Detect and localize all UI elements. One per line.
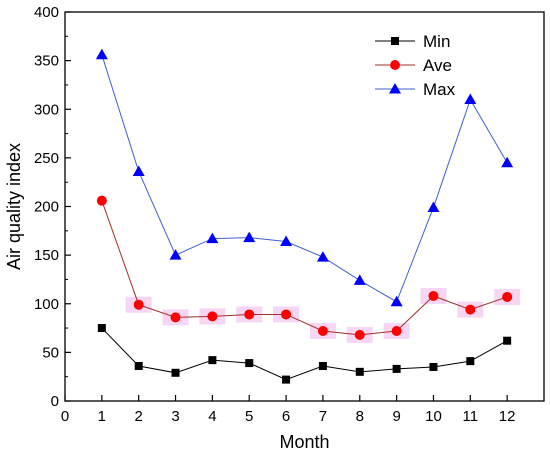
data-point-ave xyxy=(428,290,439,301)
data-point-min xyxy=(392,364,401,373)
x-tick-label: 5 xyxy=(245,408,253,425)
y-axis-title: Air quality index xyxy=(4,143,24,270)
y-tick-label: 350 xyxy=(34,53,59,70)
data-point-min xyxy=(466,357,475,366)
plot-frame xyxy=(64,11,545,402)
data-point-ave xyxy=(465,304,476,315)
series-line-max xyxy=(101,54,508,303)
legend-label: Max xyxy=(423,80,456,99)
x-tick-label: 2 xyxy=(135,408,143,425)
data-point-ave xyxy=(317,325,328,336)
legend-label: Ave xyxy=(423,56,452,75)
legend-item-ave: Ave xyxy=(375,56,452,75)
x-tick-label: 11 xyxy=(463,408,479,425)
data-point-min xyxy=(355,367,364,376)
x-tick-label: 4 xyxy=(208,408,216,425)
data-point-ave xyxy=(133,299,144,310)
data-point-max xyxy=(169,249,182,260)
x-tick-label: 12 xyxy=(499,408,516,425)
y-tick-label: 50 xyxy=(42,344,59,361)
data-point-ave xyxy=(244,309,255,320)
x-tick-label: 6 xyxy=(282,408,290,425)
legend: Min Ave Max xyxy=(375,32,456,99)
series-line-ave xyxy=(101,200,508,336)
series-max xyxy=(95,48,514,307)
y-tick-label: 250 xyxy=(34,150,59,167)
y-tick-label: 150 xyxy=(34,247,59,264)
data-point-min xyxy=(97,324,106,333)
y-tick-label: 300 xyxy=(34,101,59,118)
data-point-min xyxy=(318,361,327,370)
data-point-max xyxy=(353,274,366,285)
y-tick-label: 400 xyxy=(34,4,59,21)
data-point-ave xyxy=(207,311,218,322)
data-point-max xyxy=(95,48,108,60)
data-point-min xyxy=(503,336,512,345)
y-tick-label: 100 xyxy=(34,296,59,313)
data-point-max xyxy=(464,93,477,105)
x-tick-label: 1 xyxy=(98,408,106,425)
x-tick-label: 3 xyxy=(171,408,179,425)
y-tick-label: 200 xyxy=(34,199,59,216)
data-point-min xyxy=(208,356,217,365)
data-point-ave xyxy=(354,329,365,340)
data-point-min xyxy=(171,368,180,377)
legend-marker-max xyxy=(389,83,401,94)
data-point-max xyxy=(390,295,403,307)
series-line-min xyxy=(101,327,508,381)
legend-marker-ave xyxy=(390,60,400,70)
data-point-min xyxy=(429,362,438,371)
data-point-min xyxy=(134,361,143,370)
data-point-max xyxy=(501,156,514,168)
legend-marker-min xyxy=(391,37,399,45)
data-point-max xyxy=(427,201,440,212)
x-tick-label: 7 xyxy=(319,408,327,425)
data-point-max xyxy=(280,235,293,247)
data-point-ave xyxy=(170,312,181,323)
series-min xyxy=(97,324,512,384)
y-tick-label: 0 xyxy=(51,393,59,410)
series-ave xyxy=(96,195,513,340)
data-point-min xyxy=(282,375,291,384)
data-point-ave xyxy=(281,309,292,320)
x-tick-label: 0 xyxy=(61,408,69,425)
data-point-max xyxy=(316,251,329,262)
x-tick-label: 8 xyxy=(356,408,364,425)
data-point-max xyxy=(243,231,256,243)
data-point-max xyxy=(132,165,145,176)
data-point-ave xyxy=(96,195,107,206)
data-point-min xyxy=(245,359,254,368)
data-point-ave xyxy=(391,325,402,336)
legend-label: Min xyxy=(423,32,450,51)
plot-content xyxy=(95,48,521,384)
data-point-max xyxy=(206,232,219,244)
x-tick-label: 9 xyxy=(392,408,400,425)
legend-item-max: Max xyxy=(375,80,456,99)
x-axis-title: Month xyxy=(279,432,329,452)
legend-item-min: Min xyxy=(375,32,450,51)
x-tick-label: 10 xyxy=(425,408,442,425)
data-point-ave xyxy=(502,291,513,302)
